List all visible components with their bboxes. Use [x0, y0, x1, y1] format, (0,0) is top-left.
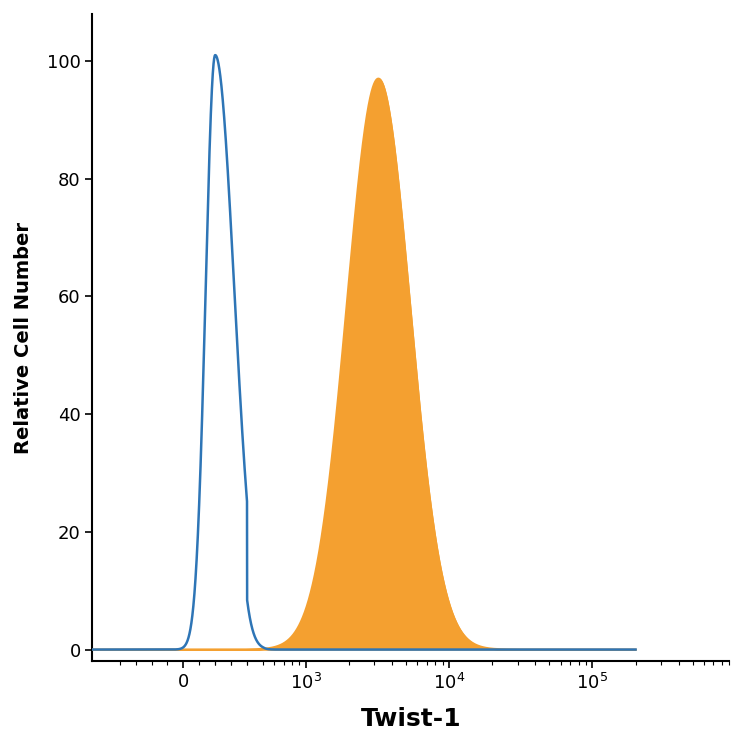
X-axis label: Twist-1: Twist-1: [360, 707, 461, 731]
Y-axis label: Relative Cell Number: Relative Cell Number: [14, 221, 33, 454]
